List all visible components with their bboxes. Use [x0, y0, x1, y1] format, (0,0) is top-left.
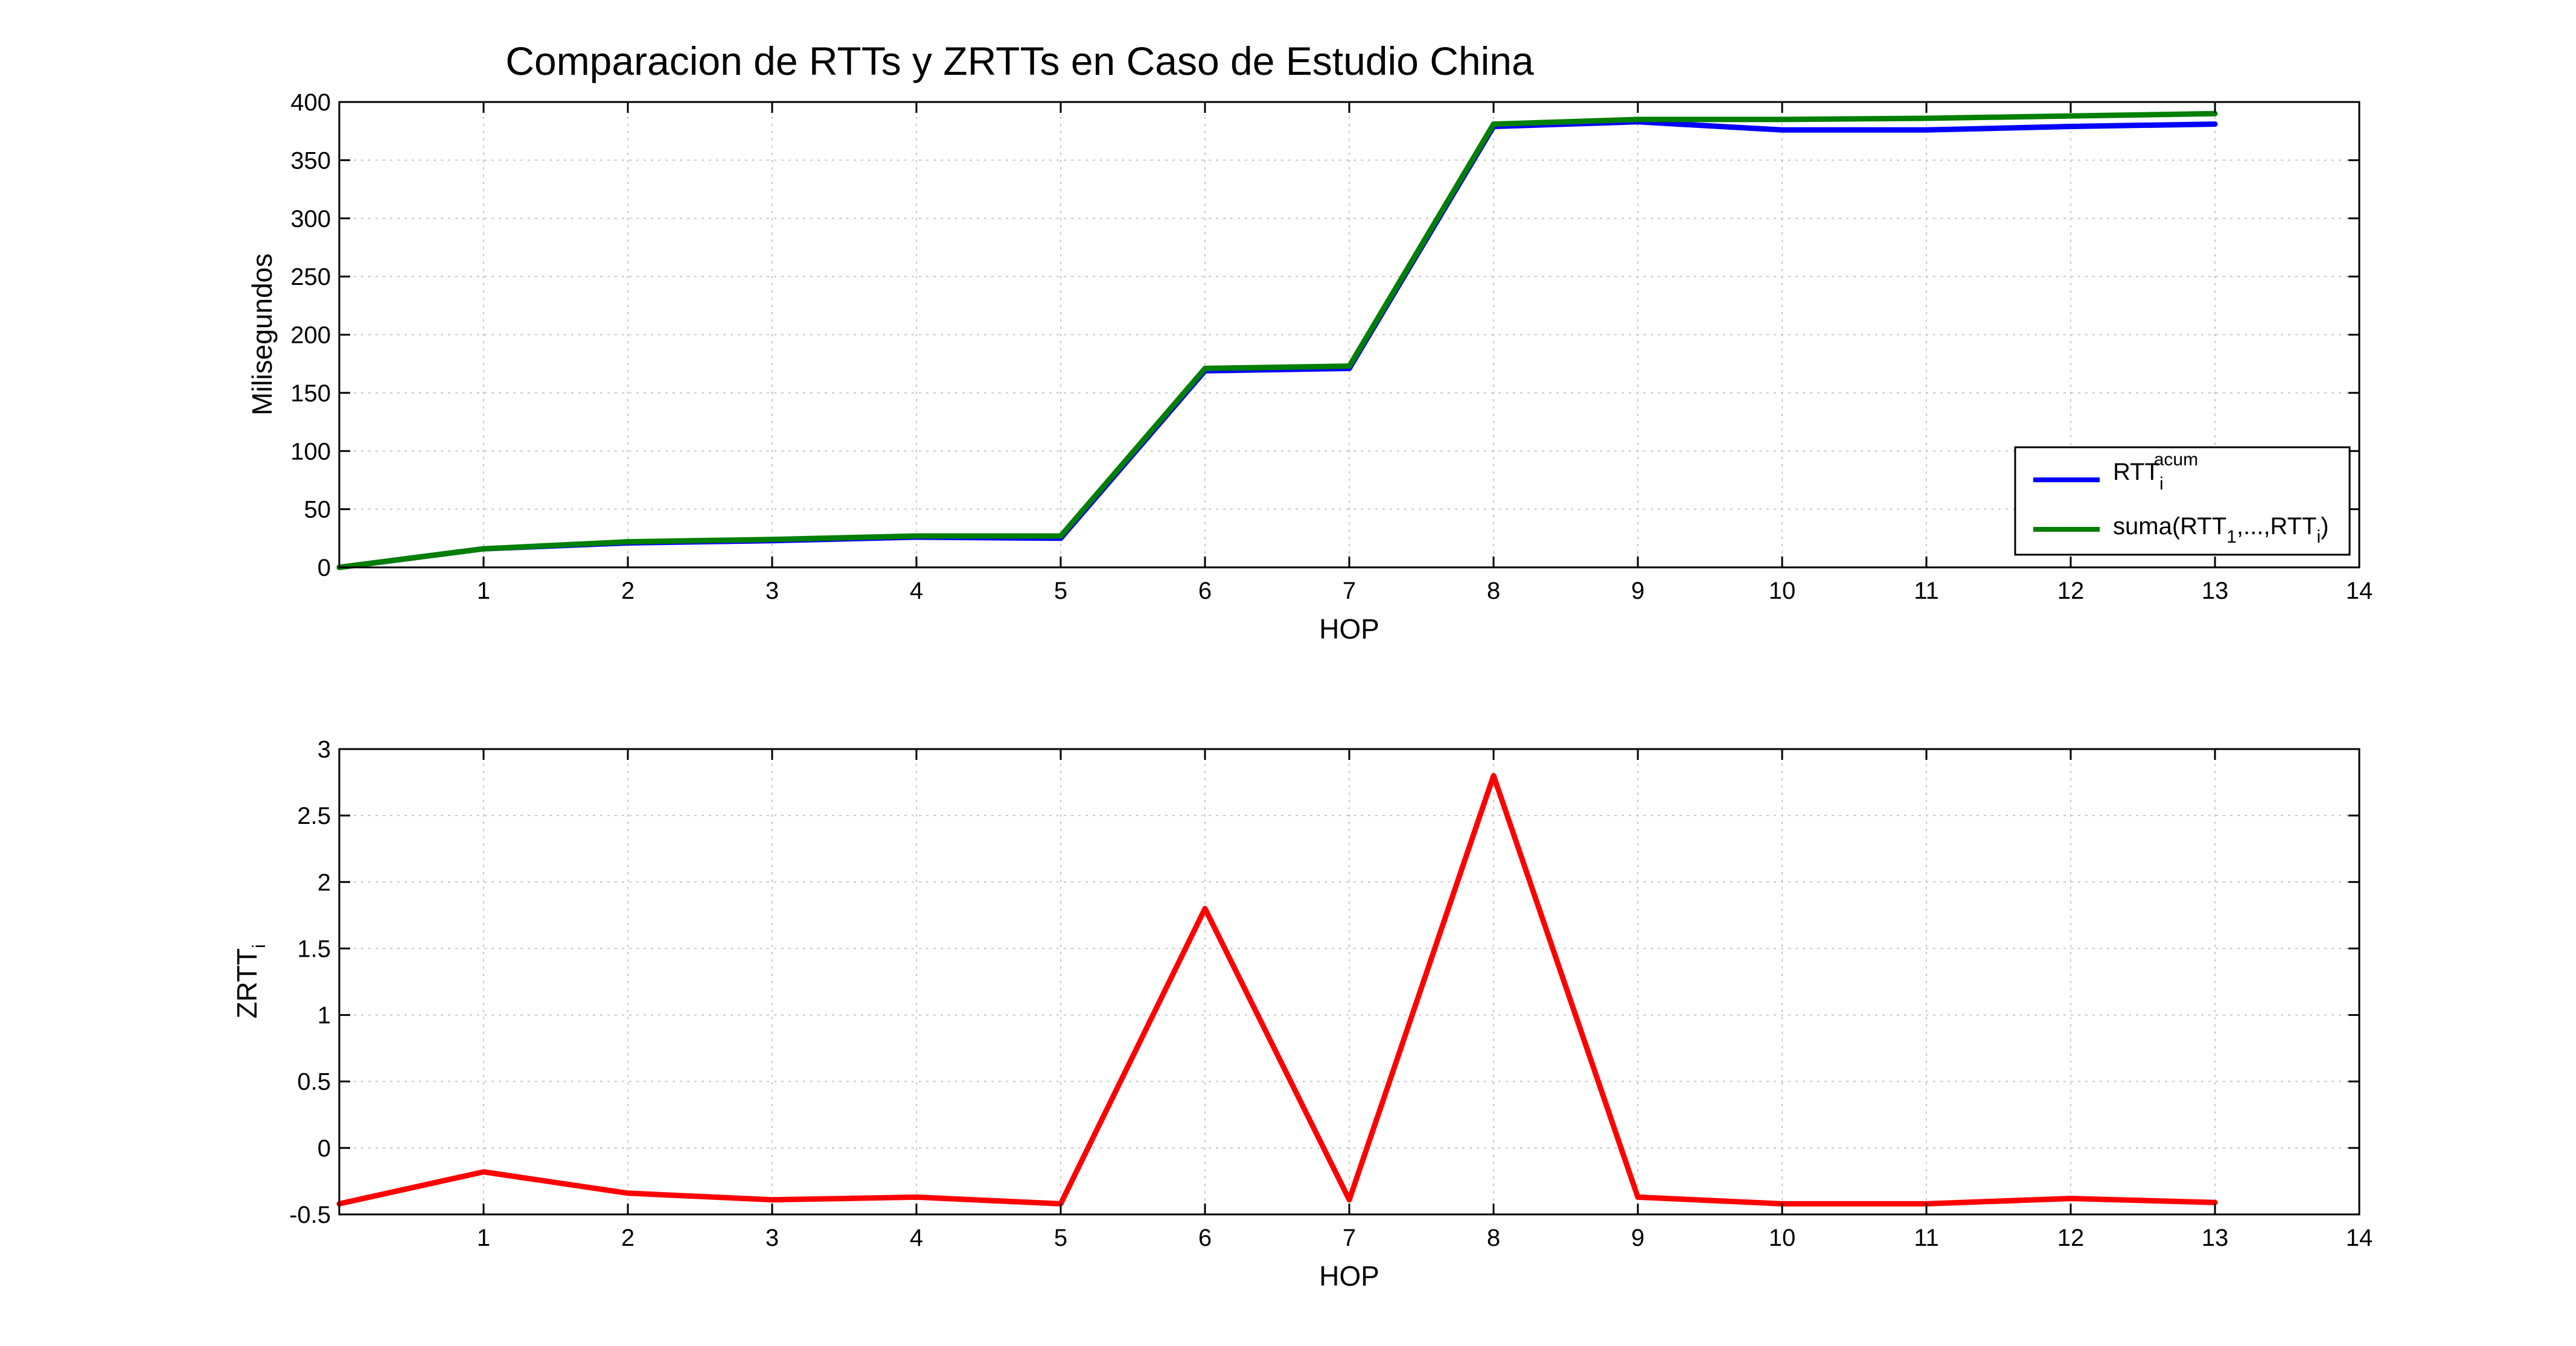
rtt-x-tick-label: 14	[2346, 578, 2373, 604]
legend-label-suma-end: )	[2321, 513, 2328, 540]
rtt-y-tick-label: 200	[290, 322, 331, 349]
rtt-x-tick-label: 9	[1631, 578, 1644, 604]
zrtt-x-tick-label: 4	[910, 1225, 923, 1251]
zrtt-y-axis-label: ZRTTi	[231, 944, 269, 1018]
legend-label-suma-base: suma(RTT	[2113, 513, 2226, 540]
zrtt-x-tick-label: 6	[1198, 1225, 1212, 1251]
rtt-y-tick-labels: 0 50 100 150 200 250 300 350 400	[290, 89, 331, 581]
zrtt-x-tick-label: 1	[477, 1225, 490, 1251]
rtt-series-lines	[336, 110, 2218, 570]
rtt-series-1-line	[336, 110, 2218, 570]
rtt-x-tick-label: 7	[1343, 578, 1356, 604]
zrtt-x-tick-label: 9	[1631, 1225, 1644, 1251]
legend-label-suma-sub2: i	[2316, 527, 2321, 547]
zrtt-y-tick-label: 2.5	[297, 803, 331, 829]
zrtt-y-tick-label: 1.5	[297, 936, 331, 962]
rtt-x-axis-label: HOP	[1319, 613, 1379, 645]
rtt-x-tick-label: 3	[765, 578, 779, 604]
rtt-panel: 1 2 3 4 5 6 7 8 9 10 11 12 13 14 05010015020025030035…	[246, 89, 2373, 645]
rtt-x-tick-label: 12	[2057, 578, 2085, 604]
rtt-y-tick-label: 400	[290, 89, 331, 116]
zrtt-x-tick-label: 13	[2202, 1225, 2229, 1251]
rtt-x-tick-label: 4	[910, 578, 923, 604]
rtt-y-axis-label: Milisegundos	[246, 254, 278, 415]
legend-box	[2014, 446, 2351, 556]
zrtt-y-tick-label: 3	[318, 736, 331, 763]
rtt-y-tick-label: 150	[290, 380, 331, 407]
rtt-tick-marks	[339, 101, 2360, 569]
zrtt-y-tick-labels: -0.5 0 0.5 1 1.5 2 2.5 3	[289, 736, 331, 1228]
zrtt-y-axis-label-base: ZRTT	[231, 948, 263, 1019]
rtt-y-tick-label: 300	[290, 206, 331, 232]
legend-label-suma-sub1: 1	[2226, 527, 2237, 547]
rtt-y-tick-label: 50	[304, 497, 331, 523]
zrtt-x-tick-label: 12	[2057, 1225, 2085, 1251]
zrtt-y-tick-label: -0.5	[289, 1202, 331, 1228]
legend-label-rtt-acum-base: RTT	[2113, 459, 2159, 485]
zrtt-x-tick-label: 2	[621, 1225, 634, 1251]
rtt-x-tick-label: 13	[2202, 578, 2229, 604]
legend-label-suma-mid: ,...,RTT	[2237, 513, 2317, 540]
zrtt-panel: 1 2 3 4 5 6 7 8 9 10 11 12 13 14 -0.500.511.522.53 HO…	[231, 736, 2373, 1292]
zrtt-x-tick-label: 5	[1054, 1225, 1067, 1251]
zrtt-y-tick-label: 1	[318, 1003, 331, 1029]
zrtt-x-axis-label: HOP	[1319, 1260, 1379, 1292]
zrtt-x-tick-label: 14	[2346, 1225, 2373, 1251]
rtt-x-tick-label: 5	[1054, 578, 1067, 604]
zrtt-x-tick-label: 11	[1914, 1225, 1939, 1251]
rtt-x-tick-labels: 1 2 3 4 5 6 7 8 9 10 11 12 13 14	[477, 578, 2373, 604]
zrtt-x-tick-label: 7	[1343, 1225, 1356, 1251]
legend-label-rtt-acum: RTTi acum	[2113, 450, 2198, 494]
zrtt-y-axis-label-sub: i	[249, 944, 269, 948]
legend-label-rtt-acum-sub: i	[2159, 474, 2164, 494]
chart-title: Comparacion de RTTs y ZRTTs en Caso de E…	[505, 39, 1534, 83]
legend-label-suma: suma(RTT1,...,RTTi)	[2113, 513, 2328, 547]
rtt-y-tick-label: 0	[318, 555, 331, 581]
rtt-y-tick-label: 350	[290, 147, 331, 174]
rtt-x-tick-label: 11	[1914, 578, 1939, 604]
rtt-x-tick-label: 6	[1198, 578, 1212, 604]
legend: RTTiacum suma(RTT1,...,RTTi)	[2014, 446, 2351, 556]
zrtt-series-0-line	[336, 773, 2218, 1207]
rtt-x-tick-label: 1	[477, 578, 490, 604]
zrtt-tick-marks	[339, 748, 2360, 1216]
zrtt-x-tick-label: 10	[1769, 1225, 1796, 1251]
zrtt-x-tick-label: 8	[1487, 1225, 1500, 1251]
zrtt-y-tick-label: 0.5	[297, 1069, 331, 1096]
zrtt-x-tick-label: 3	[765, 1225, 779, 1251]
rtt-y-tick-label: 250	[290, 264, 331, 290]
rtt-x-tick-label: 10	[1769, 578, 1796, 604]
zrtt-y-tick-label: 0	[318, 1135, 331, 1162]
zrtt-x-tick-labels: 1 2 3 4 5 6 7 8 9 10 11 12 13 14	[477, 1225, 2373, 1251]
legend-label-rtt-acum-sup: acum	[2154, 450, 2198, 470]
rtt-x-tick-label: 2	[621, 578, 634, 604]
rtt-x-tick-label: 8	[1487, 578, 1500, 604]
zrtt-y-tick-label: 2	[318, 869, 331, 896]
zrtt-series-lines	[336, 773, 2218, 1207]
rtt-y-tick-label: 100	[290, 438, 331, 465]
